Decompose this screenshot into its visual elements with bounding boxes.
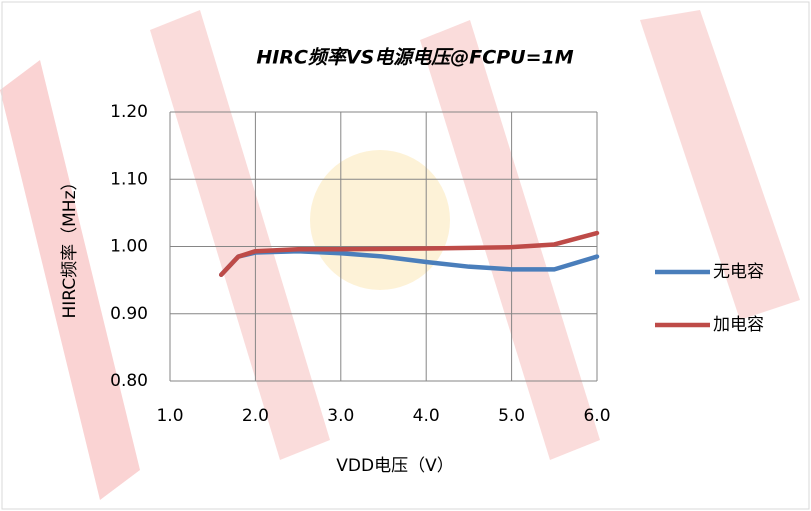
y-tick-label: 0.80: [110, 371, 148, 391]
y-tick-label: 0.90: [110, 304, 148, 324]
x-tick-label: 1.0: [156, 406, 183, 426]
chart-title: HIRC频率VS电源电压@FCPU=1M: [256, 47, 573, 69]
y-tick-label: 1.00: [110, 237, 148, 257]
y-axis-title: HIRC频率（MHz）: [60, 173, 80, 318]
series-line: [218, 230, 600, 277]
x-axis-title: VDD电压（V）: [336, 456, 453, 476]
x-tick-label: 3.0: [327, 406, 354, 426]
x-tick-label: 5.0: [498, 406, 525, 426]
y-tick-label: 1.10: [110, 169, 148, 189]
legend-label: 无电容: [713, 262, 764, 282]
legend-label: 加电容: [713, 315, 764, 335]
y-tick-label: 1.20: [110, 102, 148, 122]
x-tick-label: 6.0: [583, 406, 610, 426]
x-tick-label: 2.0: [242, 406, 269, 426]
x-tick-label: 4.0: [413, 406, 440, 426]
